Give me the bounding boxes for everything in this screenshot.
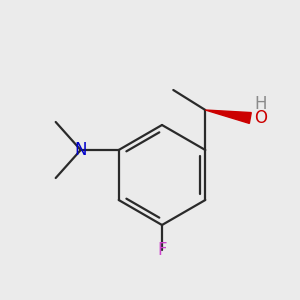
Text: H: H [254, 95, 267, 113]
Text: N: N [74, 141, 87, 159]
Text: F: F [157, 241, 167, 259]
Polygon shape [205, 110, 251, 123]
Text: O: O [254, 109, 267, 127]
